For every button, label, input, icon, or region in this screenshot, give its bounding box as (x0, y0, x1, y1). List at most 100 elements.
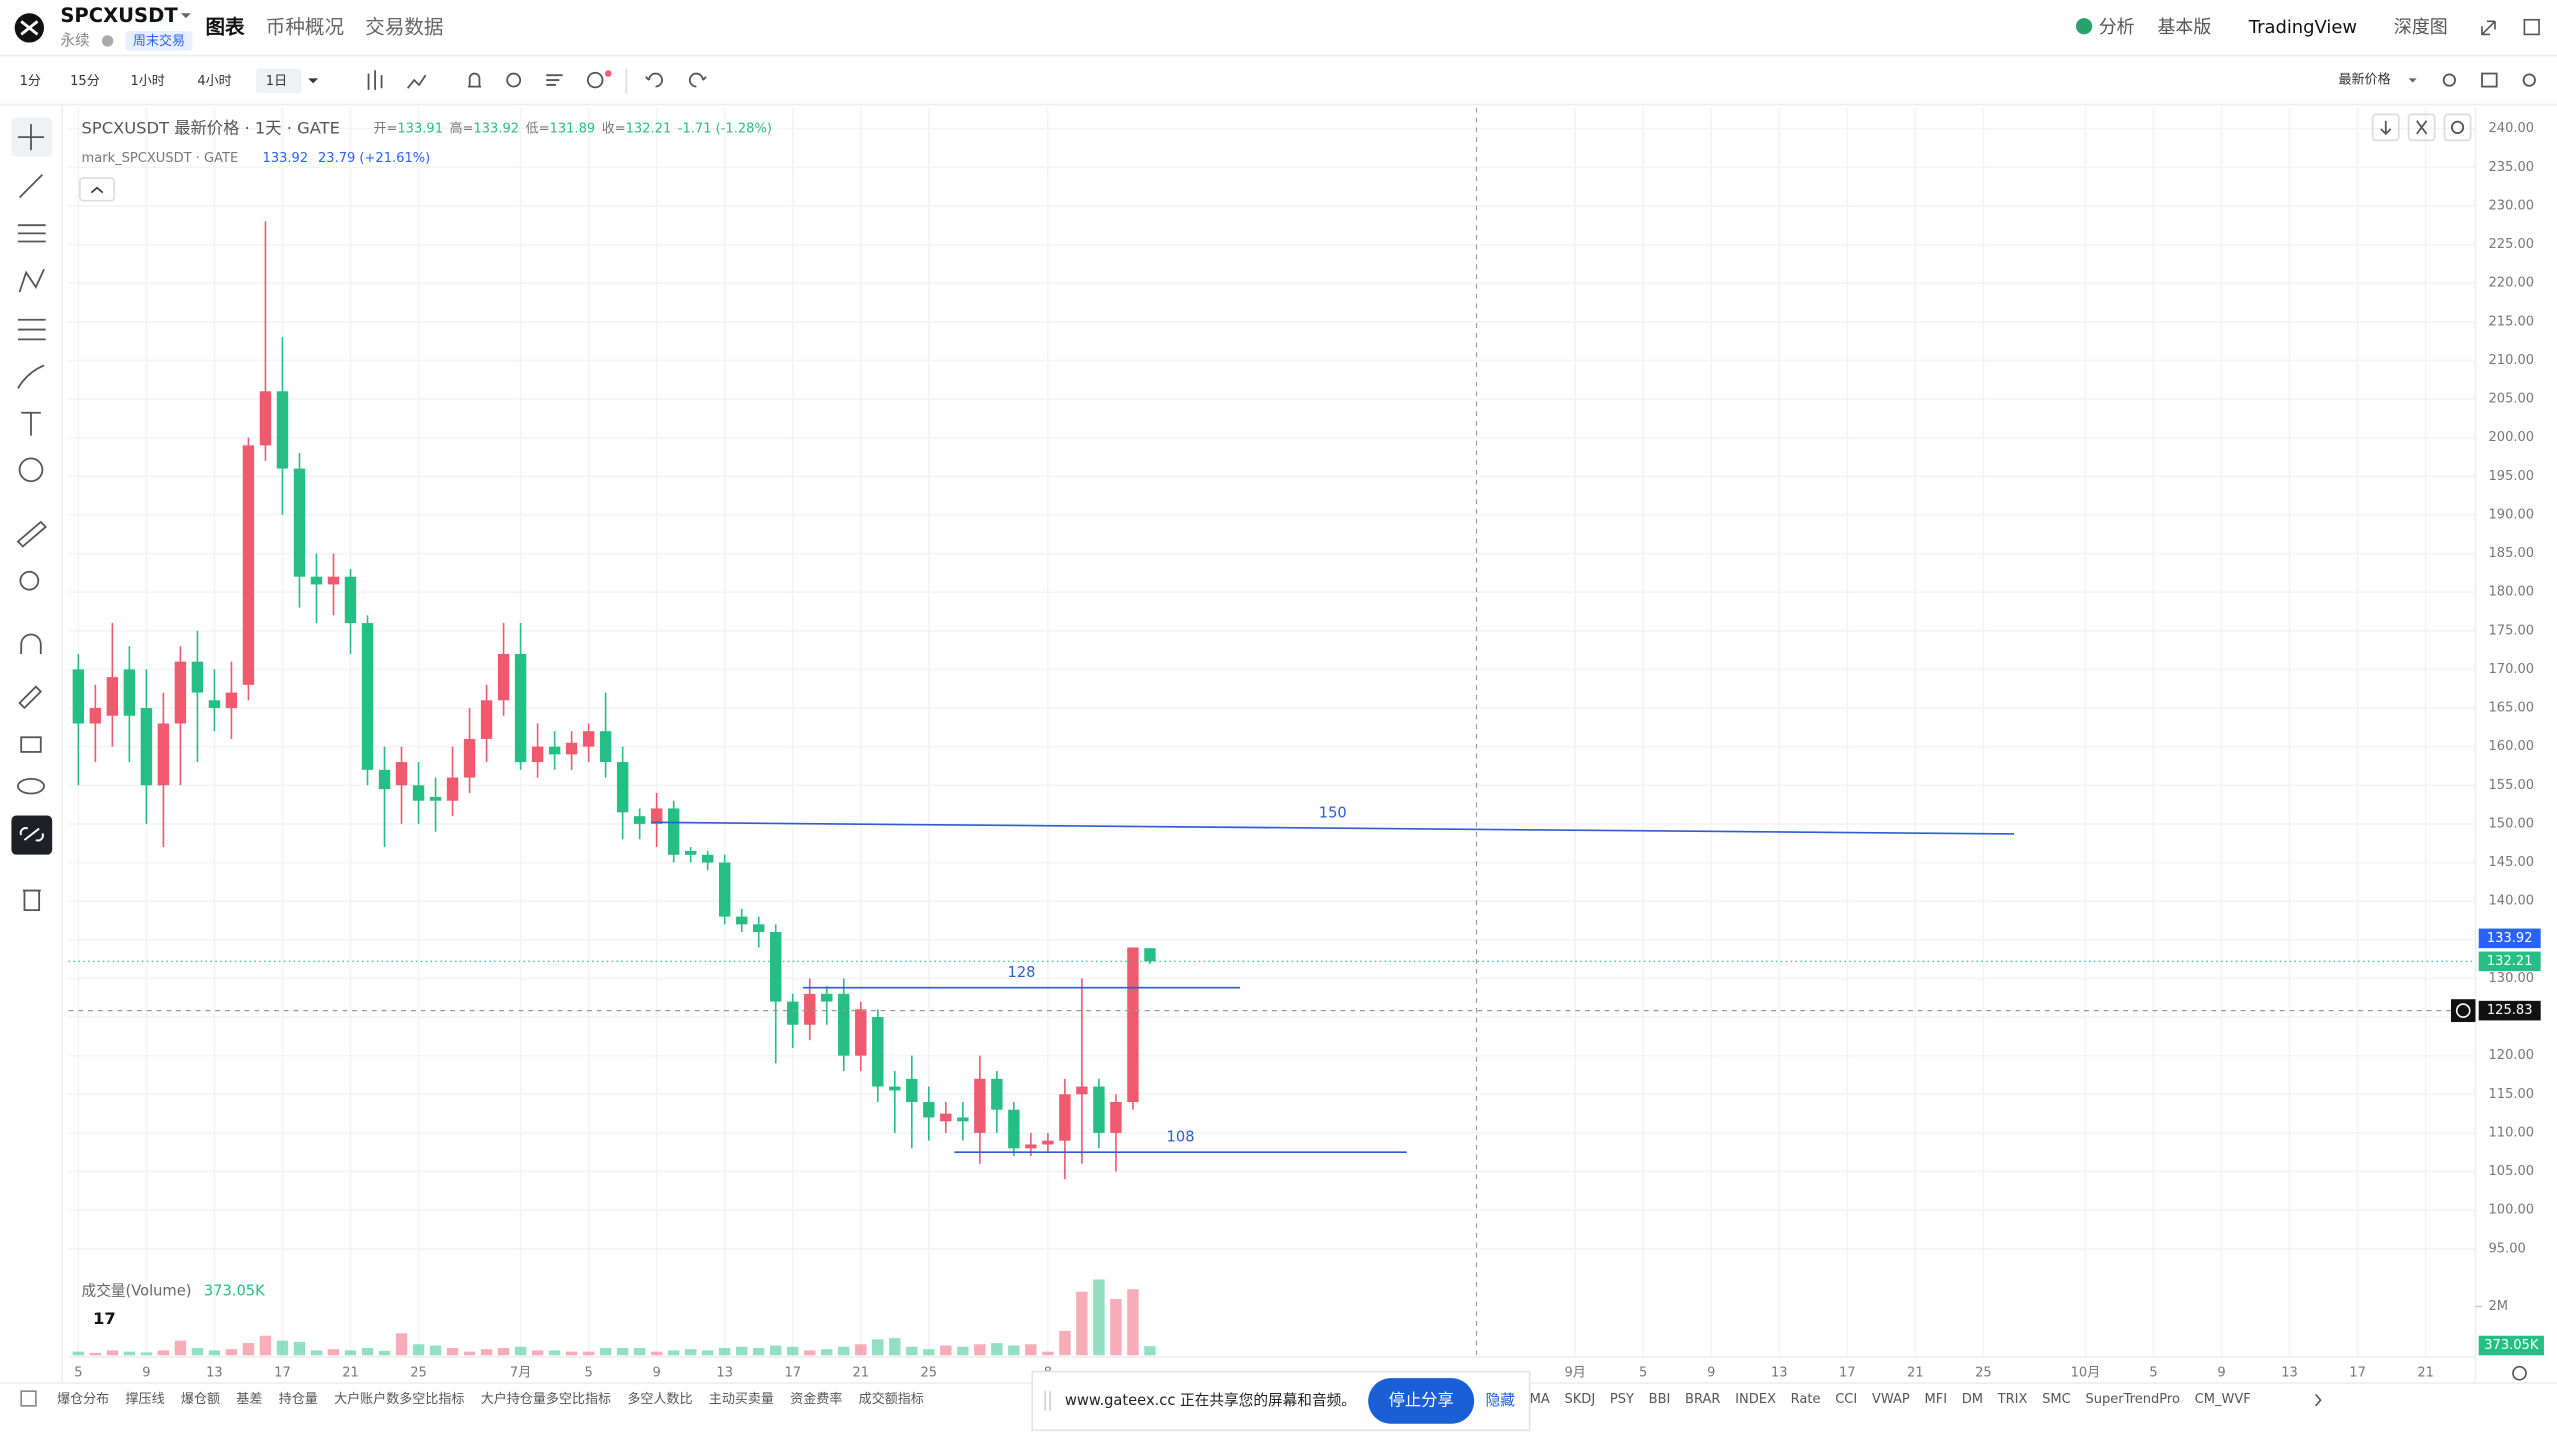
tool-brush[interactable] (17, 364, 45, 389)
tool-lock-draw[interactable] (18, 685, 43, 710)
crosshair-add-bg[interactable] (2451, 999, 2476, 1023)
search-icon[interactable] (2442, 73, 2456, 87)
indicator[interactable]: 爆仓额 (181, 1392, 220, 1407)
axis-settings[interactable] (2512, 1365, 2527, 1381)
indicator[interactable]: TRIX (1997, 1392, 2028, 1407)
tool-delete[interactable] (22, 889, 41, 912)
indicator[interactable]: MA (1530, 1392, 1550, 1407)
analysis-icon[interactable] (2075, 18, 2093, 35)
hide-share[interactable]: 隐藏 (1486, 1392, 1516, 1409)
info-icon[interactable] (101, 35, 114, 47)
volume-bar (361, 1347, 374, 1356)
interval[interactable]: 1分 (20, 74, 41, 89)
expand-icon[interactable] (2481, 20, 2496, 36)
header-link[interactable]: TradingView (2248, 17, 2357, 38)
indicator-icon[interactable] (406, 74, 427, 89)
settings-icon[interactable] (2522, 73, 2536, 87)
interval[interactable]: 1小时 (130, 74, 164, 89)
indicator[interactable]: 多空人数比 (627, 1391, 692, 1407)
candle-body (1008, 1109, 1020, 1149)
indicator[interactable]: Rate (1791, 1392, 1821, 1407)
indicator[interactable]: INDEX (1735, 1392, 1776, 1407)
share-grip[interactable] (1044, 1391, 1052, 1411)
interval[interactable]: 15分 (70, 74, 100, 89)
indicator[interactable]: VWAP (1872, 1392, 1910, 1407)
tool-link[interactable] (19, 827, 44, 842)
interval-caret[interactable] (308, 78, 318, 84)
drawn-line-label: 128 (1008, 964, 1036, 981)
snapshot-icon[interactable] (2481, 72, 2498, 88)
indicator[interactable]: CM_WVF (2195, 1392, 2251, 1407)
tool-magnet[interactable] (20, 633, 42, 655)
tv-logo[interactable]: 17 (93, 1309, 116, 1328)
indicator-next[interactable] (2315, 1393, 2322, 1407)
indicator[interactable]: 成交额指标 (859, 1391, 924, 1407)
fullscreen-icon[interactable] (2523, 18, 2540, 36)
tool-ruler[interactable] (16, 520, 47, 548)
indicator[interactable]: CCI (1835, 1392, 1857, 1407)
chart-btn-reset[interactable] (2443, 113, 2472, 142)
chart-btn-collapse[interactable] (2407, 113, 2436, 142)
redo-icon[interactable] (688, 72, 707, 88)
candle-body (157, 723, 170, 786)
header-tab[interactable]: 交易数据 (365, 15, 443, 38)
symbol[interactable]: SPCXUSDT (60, 4, 178, 27)
indicator[interactable]: 资金费率 (790, 1391, 842, 1407)
indicator[interactable]: 主动买卖量 (709, 1392, 774, 1407)
header-link[interactable]: 基本版 (2157, 17, 2211, 38)
indicator[interactable]: SMC (2042, 1392, 2071, 1407)
volume-bar (1110, 1299, 1122, 1356)
tool-lock[interactable] (20, 736, 42, 753)
tool-fib[interactable] (17, 224, 46, 243)
interval[interactable]: 4小时 (197, 74, 231, 89)
volume-bar (736, 1346, 748, 1356)
candle-body (293, 468, 306, 577)
interval[interactable]: 1日 (266, 74, 287, 89)
header-link[interactable]: 深度图 (2394, 17, 2448, 38)
alert-icon[interactable] (468, 72, 482, 88)
indicator[interactable]: BRAR (1685, 1392, 1720, 1407)
indicator[interactable]: 基差 (236, 1392, 262, 1407)
y-tick-label: 195.00 (2489, 469, 2535, 484)
candle-body (378, 769, 391, 790)
indicator[interactable]: 爆仓分布 (57, 1392, 109, 1407)
indicator[interactable]: 持仓量 (279, 1392, 318, 1407)
legend-collapse[interactable] (79, 177, 115, 202)
indicator[interactable]: 大户账户数多空比指标 (334, 1391, 464, 1407)
candle-body (412, 785, 425, 801)
indicator[interactable]: MFI (1924, 1392, 1947, 1407)
indicator[interactable]: 撑压线 (126, 1392, 165, 1407)
indicator[interactable]: BBI (1649, 1392, 1671, 1407)
candle-type-icon[interactable] (367, 70, 383, 90)
template-icon[interactable] (546, 74, 563, 86)
tool-text[interactable] (21, 411, 41, 436)
tool-emoji[interactable] (18, 457, 44, 483)
indicator[interactable]: DM (1962, 1392, 1983, 1407)
tool-crosshair[interactable] (17, 124, 45, 151)
stop-share-button[interactable] (1368, 1378, 1475, 1424)
indicator[interactable]: PSY (1610, 1392, 1634, 1407)
indicator[interactable]: SuperTrendPro (2085, 1392, 2180, 1407)
replay-icon[interactable] (506, 72, 522, 88)
ohlc-value: 133.91 (397, 121, 443, 136)
tool-visibility[interactable] (17, 777, 45, 795)
header-link[interactable]: 分析 (2099, 17, 2135, 38)
stop-share-label[interactable]: 停止分享 (1389, 1390, 1454, 1409)
price-type[interactable]: 最新价格 (2338, 72, 2390, 88)
tool-trendline[interactable] (18, 174, 44, 199)
header-tab[interactable]: 币种概况 (266, 15, 344, 38)
symbol-caret[interactable] (181, 13, 191, 19)
indicator[interactable]: 大户持仓量多空比指标 (481, 1391, 611, 1407)
tool-zoom[interactable] (19, 570, 40, 591)
last-price-tag-bg (2478, 951, 2541, 972)
crosshair-add[interactable] (2455, 1003, 2471, 1018)
indicator[interactable]: SKDJ (1564, 1392, 1595, 1407)
add-icon[interactable] (586, 71, 604, 89)
tool-projection[interactable] (17, 318, 46, 341)
chart-btn-down[interactable] (2371, 113, 2400, 142)
tool-pattern[interactable] (18, 268, 45, 293)
indicator-panel-icon[interactable] (20, 1390, 37, 1407)
price-type-caret[interactable] (2408, 78, 2417, 83)
undo-icon[interactable] (645, 72, 663, 88)
header-tab[interactable]: 图表 (205, 15, 245, 38)
